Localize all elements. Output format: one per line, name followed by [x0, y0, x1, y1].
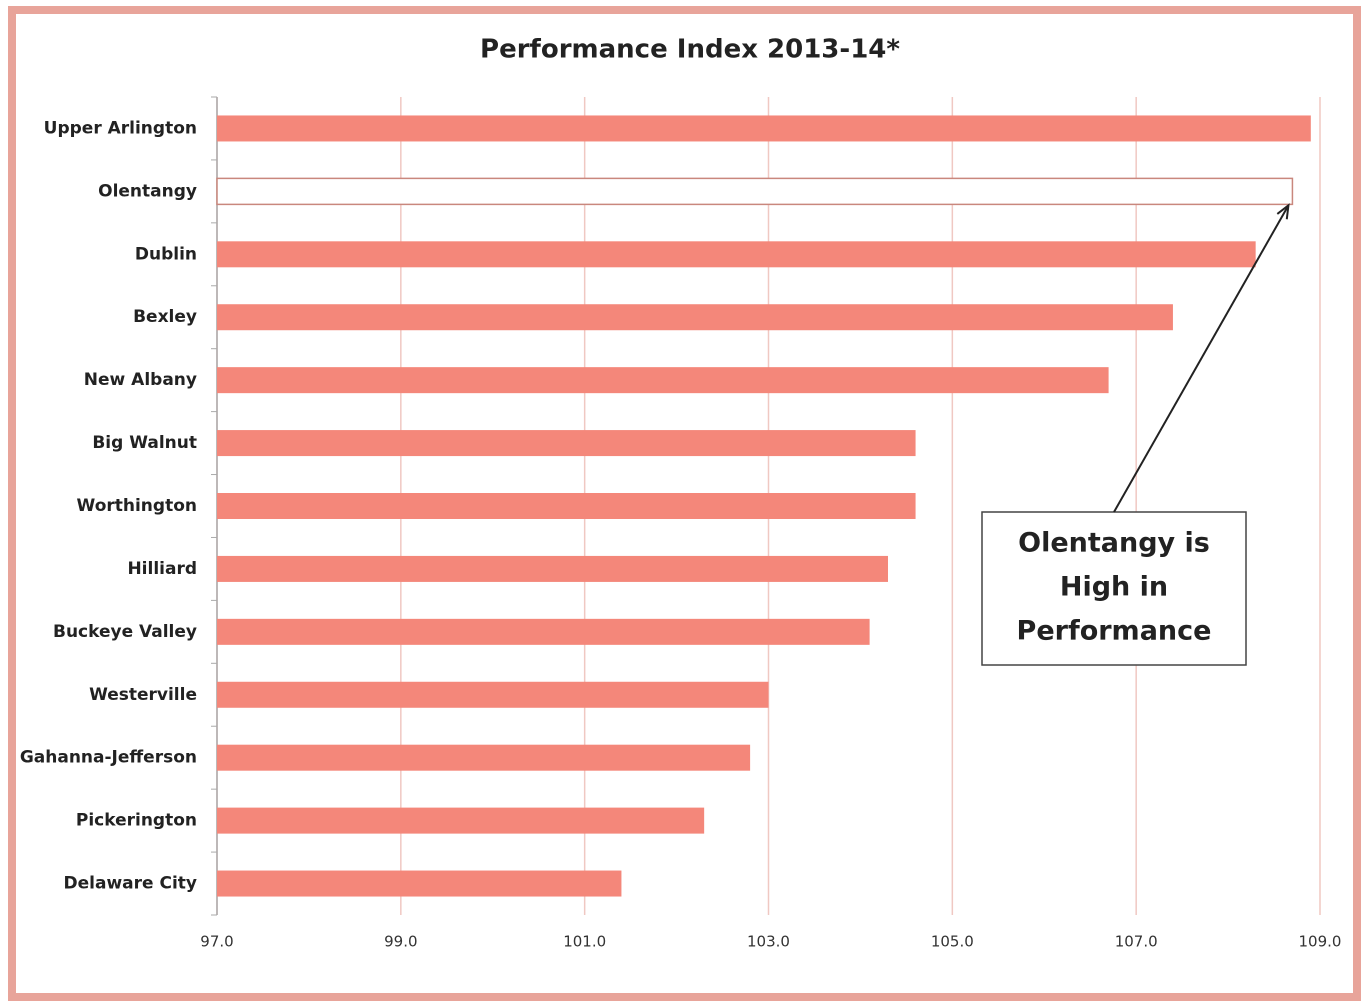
- bar: [217, 115, 1311, 142]
- y-tick-label: Bexley: [133, 307, 197, 327]
- bar: [217, 618, 870, 645]
- bar: [217, 681, 769, 708]
- y-tick-label: Upper Arlington: [44, 118, 197, 138]
- y-tick-label: Buckeye Valley: [53, 622, 197, 642]
- bar: [217, 807, 705, 834]
- bar: [217, 744, 751, 771]
- x-tick-label: 109.0: [1299, 933, 1342, 951]
- y-tick-label: New Albany: [84, 370, 197, 390]
- x-tick-label: 103.0: [747, 933, 790, 951]
- arrow-head: [1276, 203, 1290, 220]
- annotation-box: [981, 511, 1247, 666]
- bar: [217, 555, 888, 582]
- bar: [217, 241, 1256, 268]
- bar: [217, 367, 1109, 394]
- y-tick-label: Westerville: [89, 685, 197, 705]
- x-tick-label: 97.0: [200, 933, 233, 951]
- bar: [217, 304, 1173, 331]
- y-tick-label: Dublin: [135, 244, 197, 264]
- bar: [217, 430, 916, 457]
- y-tick-label: Delaware City: [64, 874, 197, 894]
- bar: [217, 493, 916, 519]
- annotation-text: High in: [1060, 572, 1168, 603]
- x-tick-label: 105.0: [931, 933, 974, 951]
- y-tick-label: Gahanna-Jefferson: [20, 748, 197, 768]
- annotation-arrow: [1113, 204, 1290, 513]
- x-tick-label: 101.0: [563, 933, 606, 951]
- y-tick-label: Big Walnut: [92, 433, 197, 453]
- bar: [217, 870, 622, 897]
- y-tick-label: Pickerington: [76, 811, 197, 831]
- x-tick-label: 107.0: [1115, 933, 1158, 951]
- y-tick-label: Olentangy: [98, 181, 197, 201]
- chart-title: Performance Index 2013-14*: [480, 35, 900, 65]
- annotation-text: Olentangy is: [1018, 528, 1210, 559]
- bar: [216, 177, 1294, 206]
- y-tick-label: Hilliard: [127, 559, 197, 579]
- annotation-text: Performance: [1017, 616, 1212, 647]
- y-tick-label: Worthington: [77, 496, 197, 516]
- x-tick-label: 99.0: [384, 933, 417, 951]
